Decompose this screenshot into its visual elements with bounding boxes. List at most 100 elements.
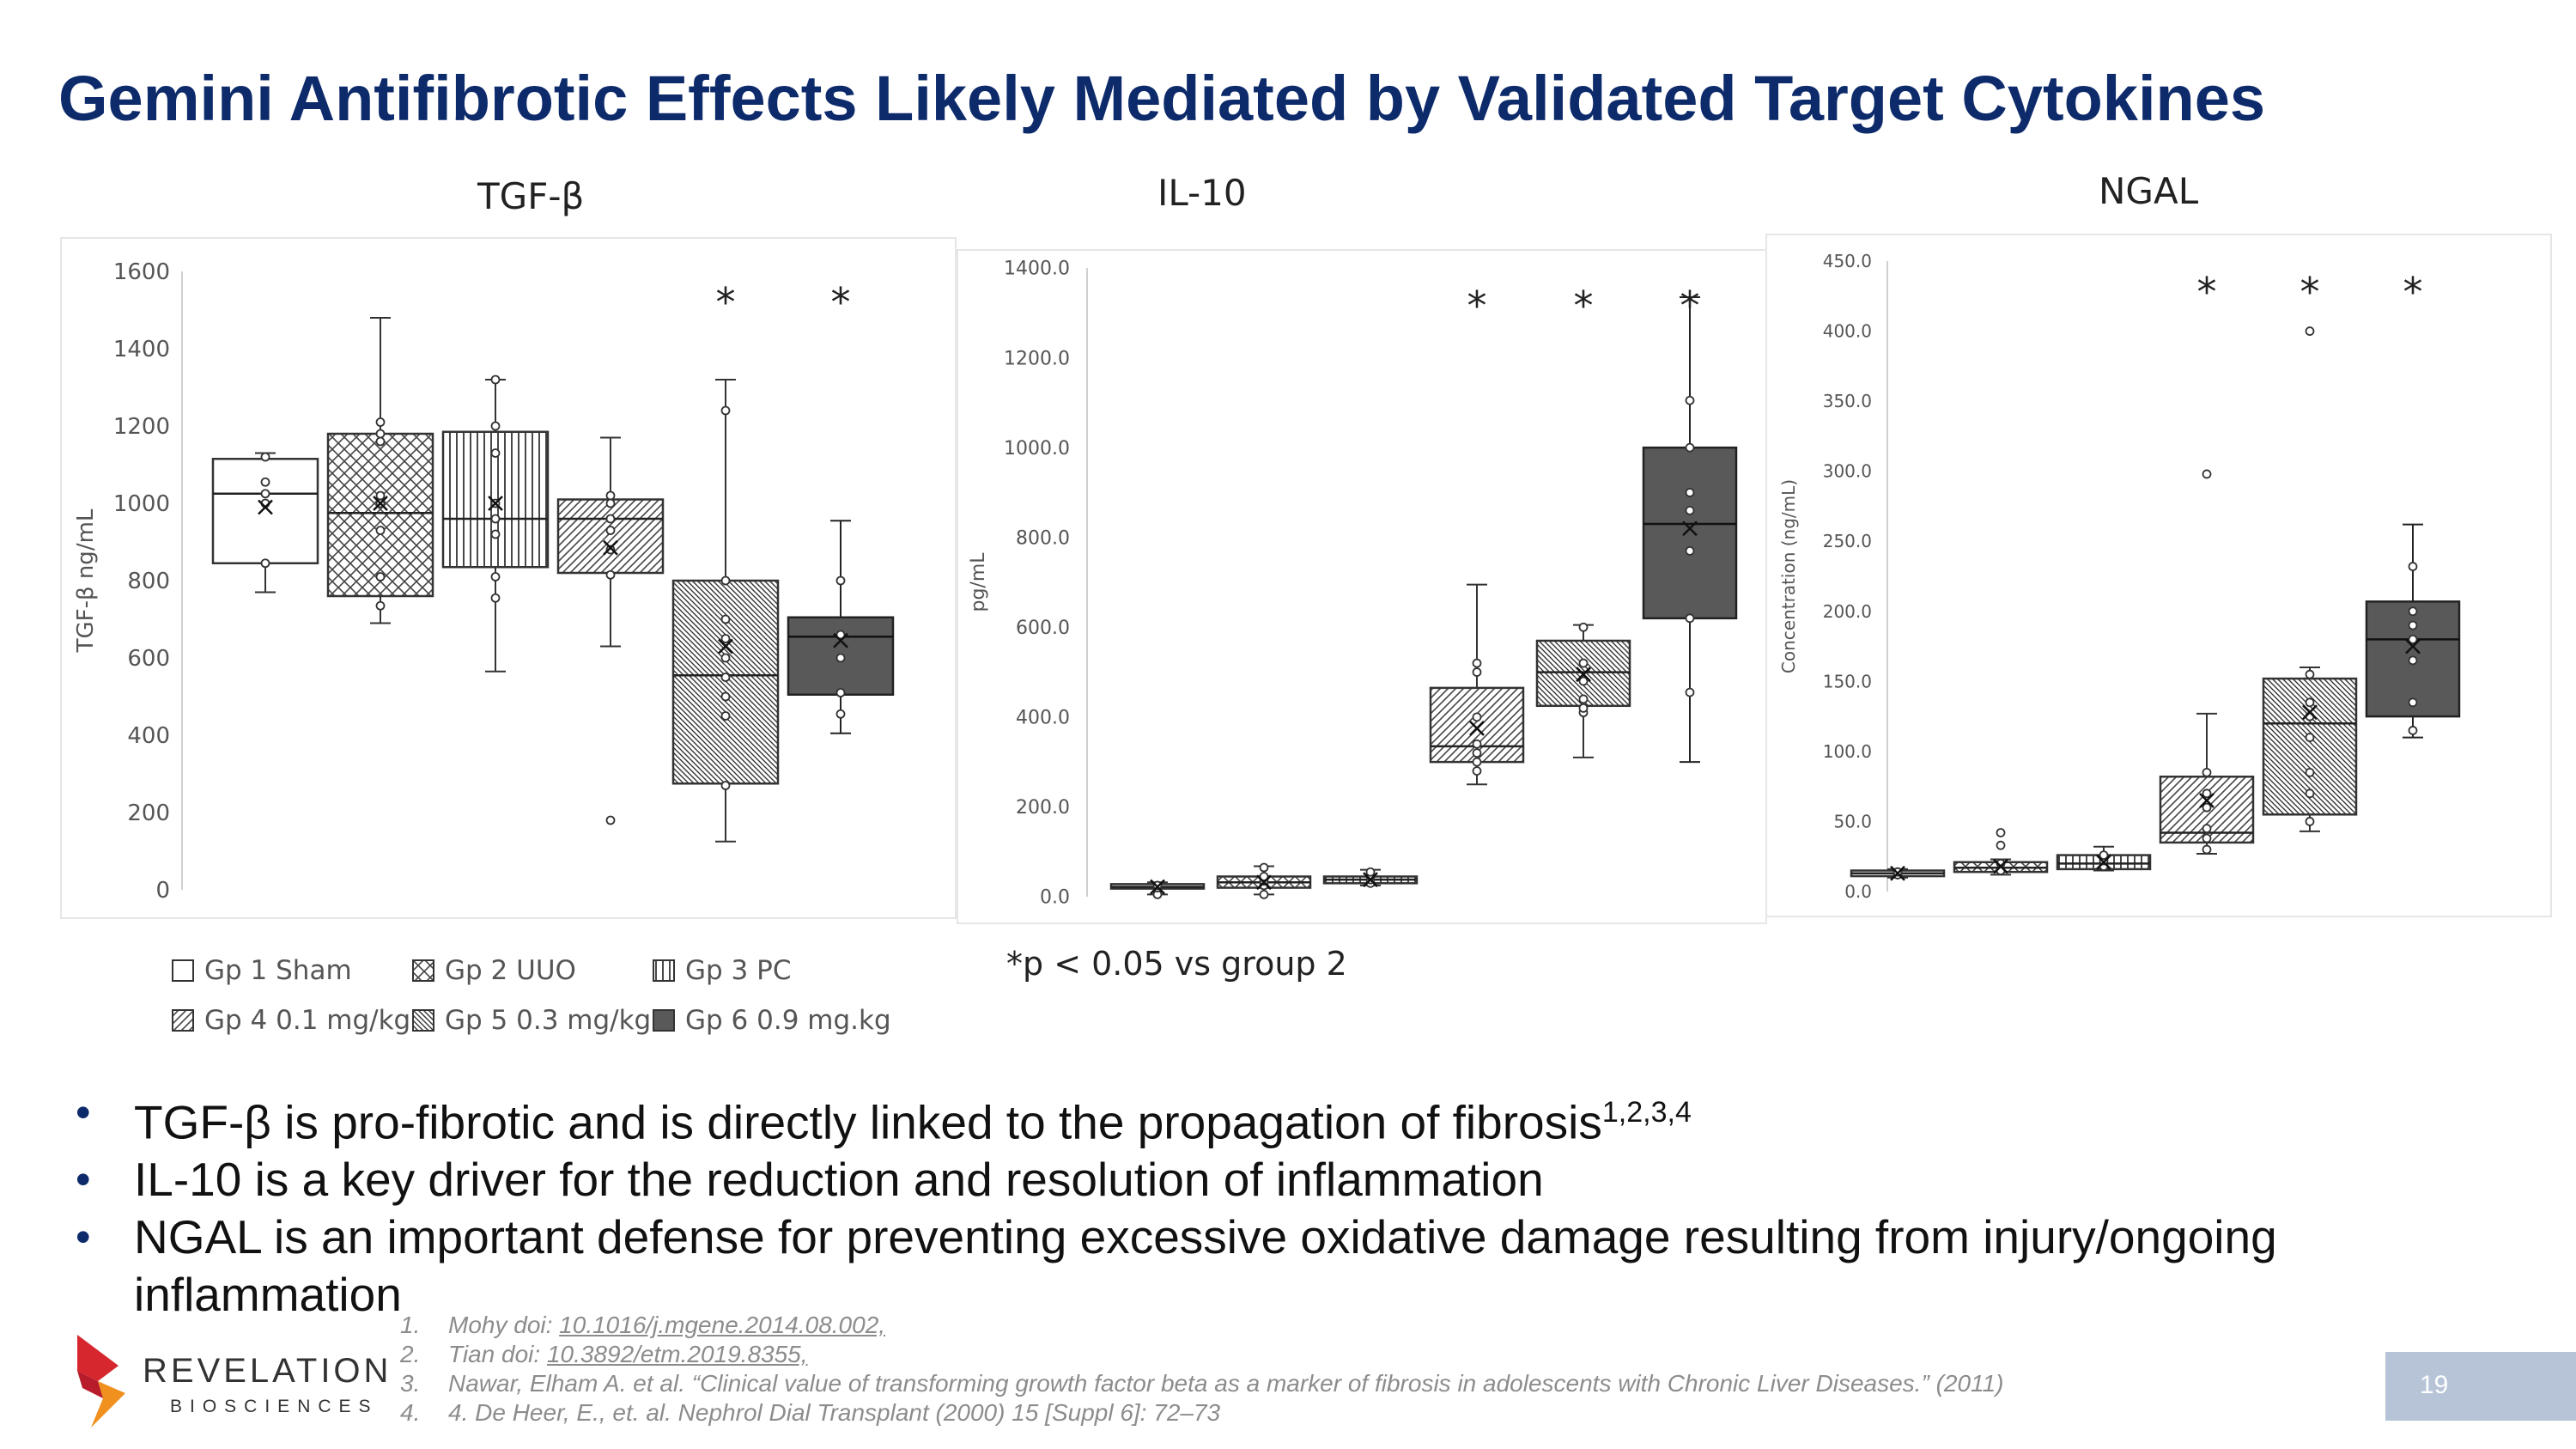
- data-point: [2202, 802, 2212, 813]
- bullet-text: IL-10 is a key driver for the reduction …: [134, 1153, 1544, 1207]
- data-point: [1472, 739, 1482, 749]
- data-point: [260, 477, 270, 487]
- data-point: [1685, 545, 1695, 556]
- mean-marker: [603, 539, 618, 556]
- bullet-superscript: 1,2,3,4: [1601, 1096, 1692, 1129]
- data-point: [1259, 872, 1269, 881]
- significance-note: *p < 0.05 vs group 2: [1006, 945, 1347, 983]
- data-point: [720, 575, 731, 586]
- reference-link[interactable]: 10.3892/etm.2019.8355,: [546, 1341, 808, 1367]
- y-tick-label: 1200: [113, 414, 170, 440]
- slide-title: Gemini Antifibrotic Effects Likely Media…: [58, 63, 2266, 134]
- bullet-item: • TGF-β is pro-fibrotic and is directly …: [72, 1084, 2391, 1151]
- mean-marker: [1469, 721, 1485, 736]
- legend-item: Gp 6 0.9 mg.kg: [653, 1005, 891, 1036]
- data-point: [720, 634, 731, 643]
- mean-marker: [1576, 667, 1591, 683]
- box-2: [1953, 828, 2049, 876]
- y-axis-label: Concentration (ng/mL): [1778, 479, 1799, 673]
- legend-swatch: [412, 1009, 434, 1032]
- bullet-dot-icon: •: [76, 1155, 91, 1204]
- data-point: [2408, 634, 2418, 644]
- data-point: [2305, 767, 2315, 777]
- legend-label: Gp 1 Sham: [204, 955, 352, 986]
- bullet-item: • NGAL is an important defense for preve…: [72, 1209, 2391, 1324]
- y-axis-label: TGF-β ng/mL: [73, 508, 99, 653]
- box-1: [211, 452, 319, 594]
- box-3: [441, 374, 550, 673]
- box-3: [1322, 867, 1419, 888]
- legend-item: Gp 4 0.1 mg/kg: [172, 1005, 410, 1036]
- y-tick-label: 50.0: [1833, 811, 1872, 831]
- y-tick-label: 0.0: [1844, 881, 1872, 902]
- y-tick-label: 300.0: [1823, 461, 1872, 482]
- data-point: [490, 421, 501, 431]
- mean-marker: [1150, 879, 1165, 895]
- data-point: [490, 514, 501, 524]
- y-tick-label: 0: [155, 878, 170, 904]
- data-point: [1472, 757, 1482, 767]
- data-point: [1365, 867, 1376, 877]
- chart-title-ngal: NGAL: [2099, 170, 2199, 212]
- legend-item: Gp 5 0.3 mg/kg: [412, 1005, 651, 1036]
- data-point: [375, 526, 386, 535]
- bullet-dot-icon: •: [76, 1088, 91, 1136]
- data-point: [2305, 733, 2315, 742]
- legend-swatch: [172, 1009, 194, 1032]
- reference-item: 4. 4. De Heer, E., et. al. Nephrol Dial …: [400, 1398, 2324, 1428]
- data-point: [2202, 824, 2212, 833]
- legend-swatch-box: [412, 1009, 434, 1032]
- legend-swatch-box: [653, 1009, 675, 1032]
- data-point: [720, 781, 731, 790]
- box-6: [1642, 295, 1738, 764]
- bullet-text: TGF-β is pro-fibrotic and is directly li…: [134, 1095, 1602, 1149]
- data-point: [260, 489, 270, 499]
- outlier-point: [1996, 828, 2006, 837]
- reference-number: 1.: [400, 1312, 421, 1338]
- significance-star: *: [1680, 283, 1700, 329]
- box-4: [1429, 583, 1525, 786]
- significance-star: *: [716, 279, 736, 326]
- significance-star: *: [2300, 269, 2320, 315]
- bullet-list: • TGF-β is pro-fibrotic and is directly …: [72, 1084, 2391, 1324]
- logo-wordmark: REVELATION: [143, 1352, 392, 1390]
- legend-item: Gp 3 PC: [653, 955, 791, 986]
- mean-marker: [488, 496, 503, 511]
- reference-item: 2. Tian doi: 10.3892/etm.2019.8355,: [400, 1340, 2324, 1369]
- y-tick-label: 1600: [113, 259, 170, 285]
- legend-label: Gp 3 PC: [685, 955, 792, 986]
- box-4: [556, 436, 665, 825]
- box-body: [211, 458, 319, 564]
- data-point: [2305, 817, 2315, 826]
- data-point: [490, 448, 501, 458]
- y-tick-label: 200: [127, 801, 170, 826]
- y-tick-label: 400.0: [1823, 321, 1872, 342]
- legend-swatch-box: [412, 959, 434, 982]
- chart-title-il10: IL-10: [1157, 172, 1247, 214]
- reference-text: 4. De Heer, E., et. al. Nephrol Dial Tra…: [448, 1399, 1221, 1426]
- data-point: [260, 452, 270, 462]
- data-point: [1472, 766, 1482, 776]
- legend-item: Gp 1 Sham: [172, 955, 352, 986]
- data-point: [375, 429, 386, 439]
- mean-marker: [373, 496, 388, 511]
- y-tick-label: 600.0: [1016, 618, 1070, 639]
- legend-swatch-box: [172, 959, 194, 982]
- data-point: [490, 529, 501, 539]
- data-point: [605, 545, 616, 555]
- mean-marker: [2302, 704, 2318, 721]
- data-point: [1685, 395, 1695, 405]
- data-point: [720, 711, 731, 721]
- mean-marker: [1993, 858, 2008, 874]
- data-point: [1472, 748, 1482, 758]
- legend-label: Gp 6 0.9 mg.kg: [685, 1005, 891, 1036]
- significance-star: *: [2403, 269, 2423, 315]
- data-point: [2305, 669, 2315, 679]
- data-point: [1578, 694, 1589, 704]
- data-point: [1578, 703, 1589, 713]
- reference-link[interactable]: 10.1016/j.mgene.2014.08.002,: [559, 1312, 886, 1338]
- data-point: [375, 572, 386, 581]
- y-tick-label: 0.0: [1040, 887, 1070, 909]
- box-5: [671, 379, 780, 843]
- box-5: [2262, 326, 2358, 832]
